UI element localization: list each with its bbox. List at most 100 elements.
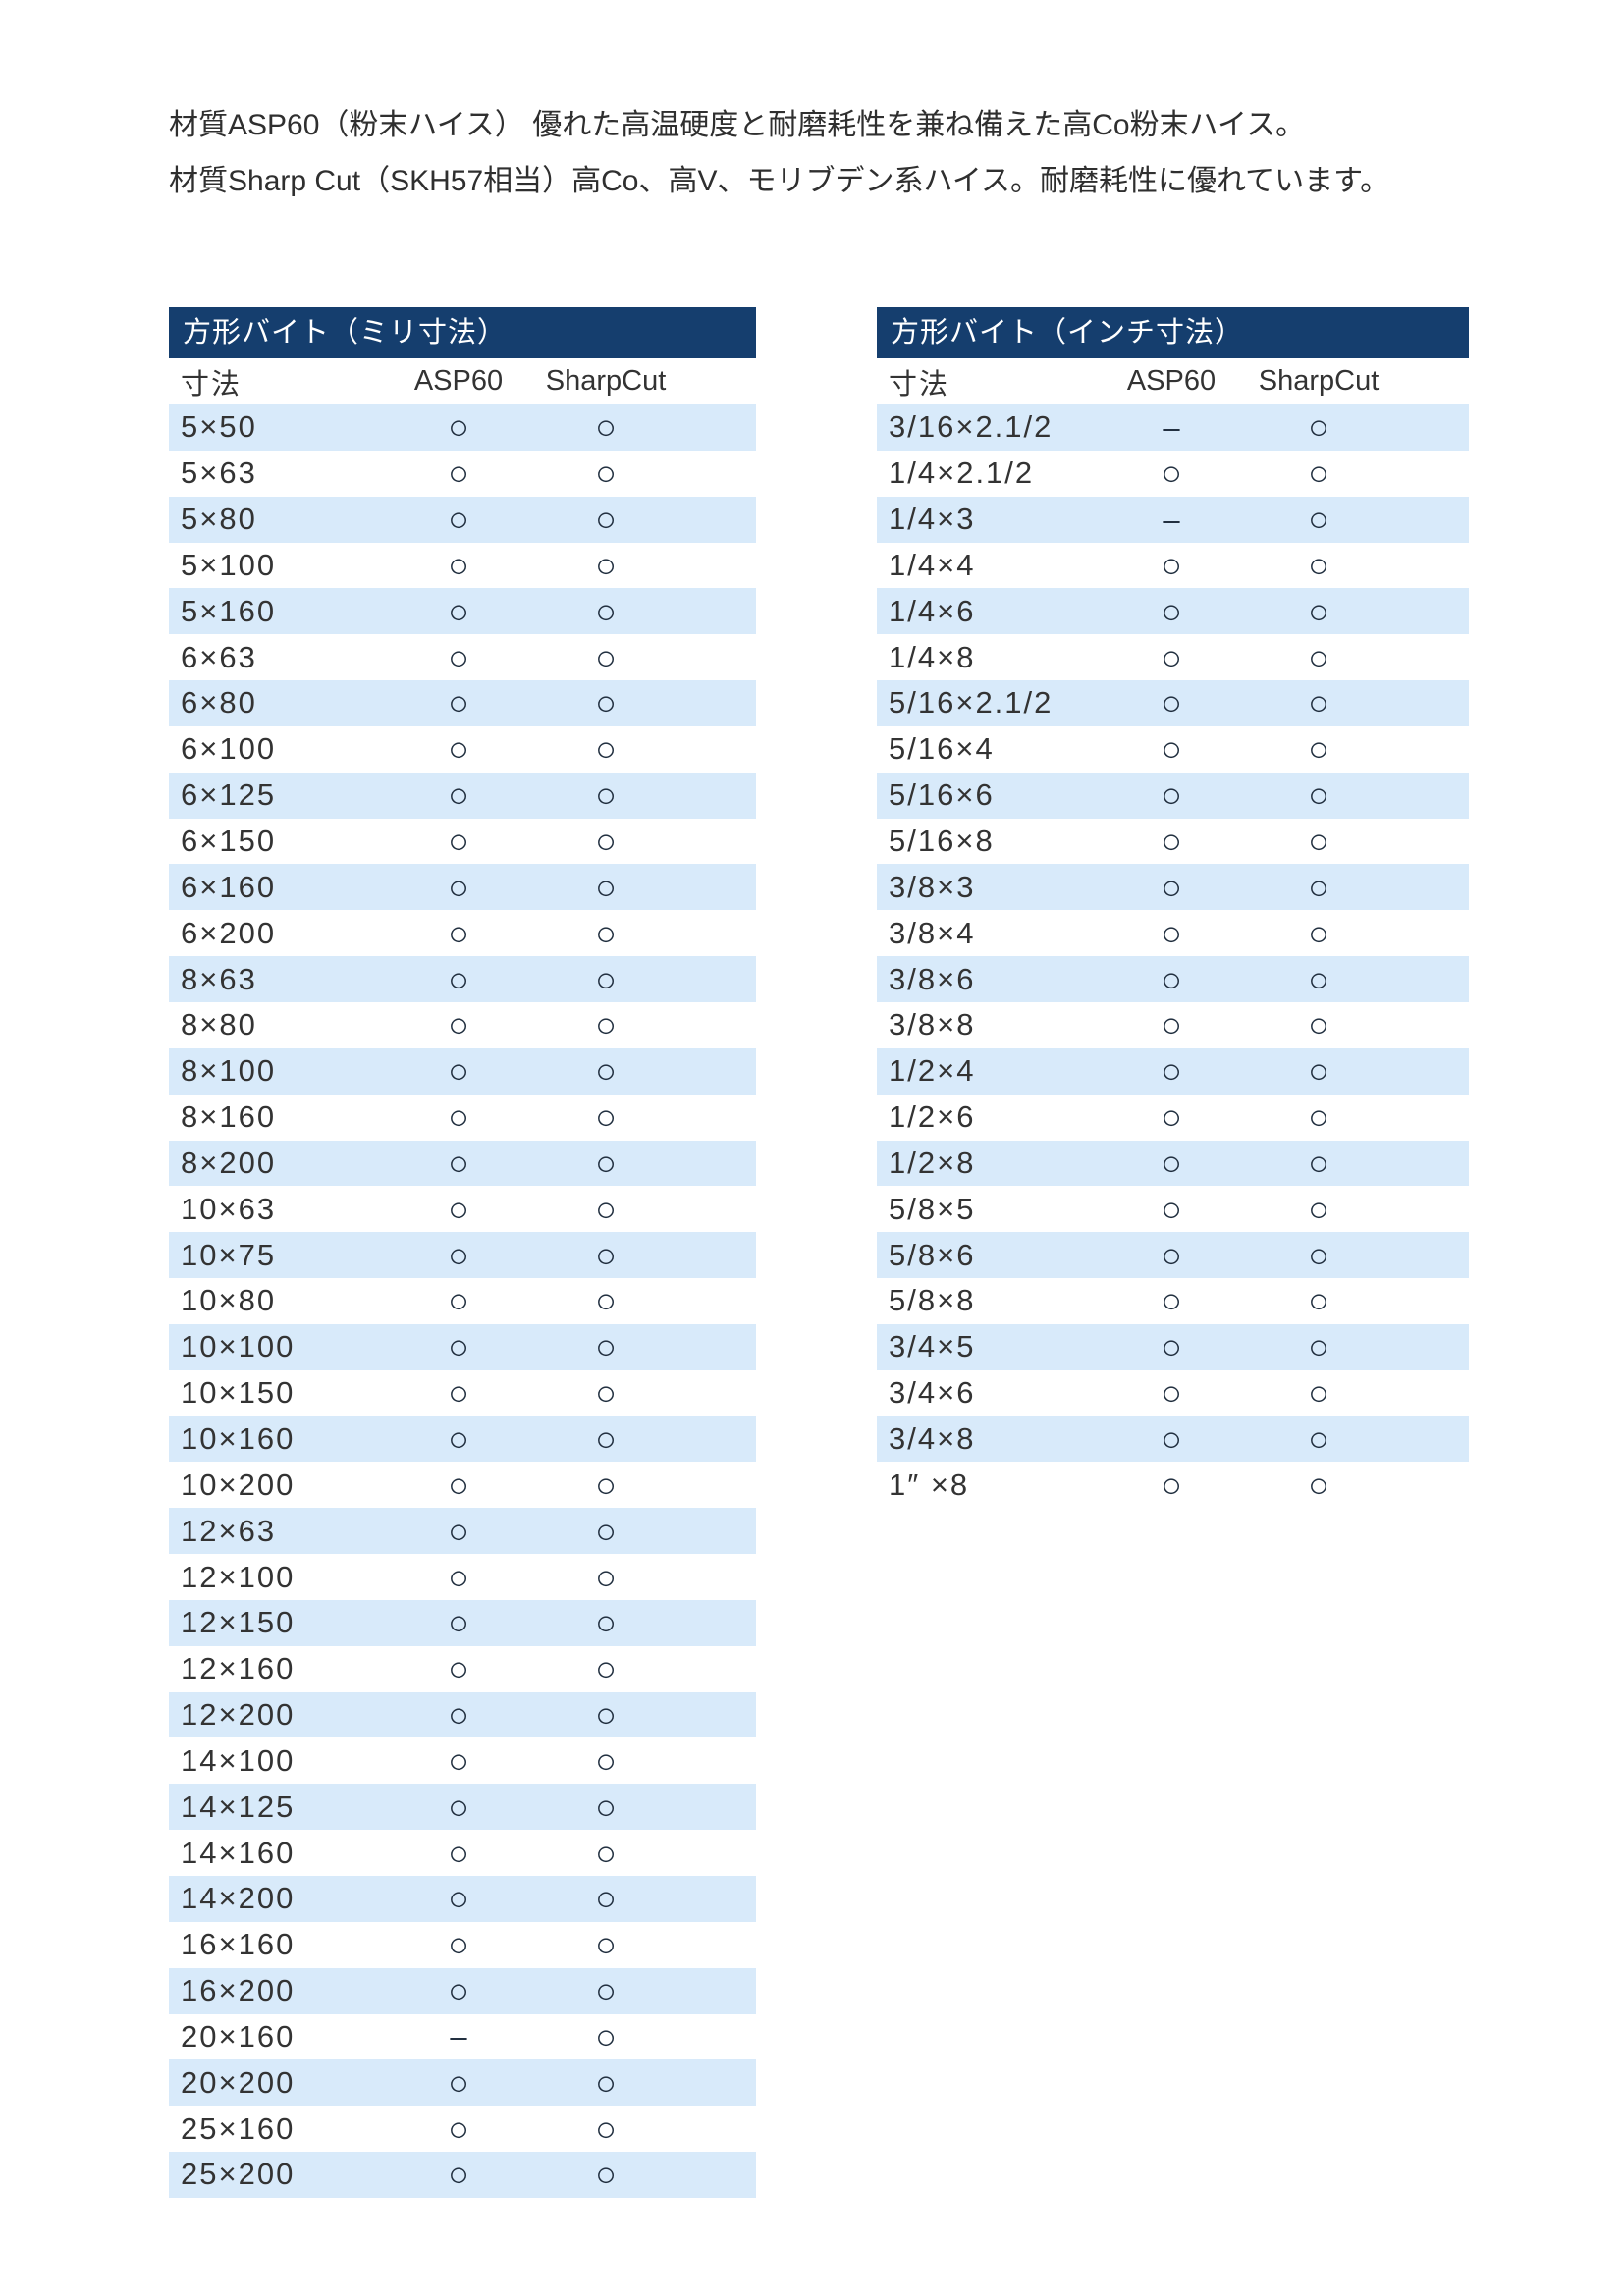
size-label: 3/4×5: [889, 1329, 976, 1364]
sharpcut-mark: ○: [595, 1739, 617, 1781]
size-label: 1/4×2.1/2: [889, 455, 1035, 491]
asp60-mark: ○: [1161, 544, 1182, 585]
intro-text: 材質ASP60（粉末ハイス） 優れた高温硬度と耐磨耗性を兼ね備えた高Co粉末ハイ…: [169, 97, 1389, 209]
sharpcut-mark: ○: [1308, 406, 1329, 448]
asp60-mark: ○: [1161, 774, 1182, 816]
table-row: 3/8×8 ○ ○: [877, 1002, 1469, 1048]
sharpcut-mark: ○: [595, 958, 617, 999]
sharpcut-mark: ○: [595, 590, 617, 631]
sharpcut-mark: ○: [1308, 1142, 1329, 1183]
table-mm: 方形バイト（ミリ寸法） 寸法 ASP60 SharpCut 5×50 ○ ○ 5×63…: [169, 307, 756, 2198]
table-row: 3/8×3 ○ ○: [877, 864, 1469, 911]
size-label: 3/8×3: [889, 869, 976, 904]
size-label: 6×125: [181, 777, 277, 813]
size-label: 8×160: [181, 1099, 277, 1135]
asp60-mark: ○: [1161, 1464, 1182, 1505]
asp60-mark: ○: [448, 1648, 469, 1689]
table-row: 6×160 ○ ○: [169, 864, 756, 911]
asp60-mark: ○: [1161, 636, 1182, 677]
sharpcut-mark: ○: [595, 1050, 617, 1092]
sharpcut-mark: ○: [1308, 682, 1329, 723]
sharpcut-mark: ○: [1308, 728, 1329, 770]
table-row: 14×125 ○ ○: [169, 1784, 756, 1831]
size-label: 1/2×6: [889, 1099, 976, 1135]
size-label: 1/4×6: [889, 593, 976, 628]
asp60-mark: ○: [1161, 1280, 1182, 1321]
table-row: 1/4×2.1/2 ○ ○: [877, 451, 1469, 497]
table-row: 1/2×8 ○ ○: [877, 1140, 1469, 1187]
sharpcut-mark: ○: [595, 1786, 617, 1827]
table-row: 6×125 ○ ○: [169, 772, 756, 819]
table-row: 25×160 ○ ○: [169, 2106, 756, 2152]
asp60-mark: ○: [448, 453, 469, 494]
sharpcut-mark: ○: [1308, 821, 1329, 862]
size-label: 5×100: [181, 547, 277, 582]
size-label: 5/16×8: [889, 824, 995, 859]
sharpcut-mark: ○: [595, 1188, 617, 1229]
asp60-mark: ○: [448, 1602, 469, 1643]
sharpcut-mark: ○: [595, 453, 617, 494]
table-row: 12×150 ○ ○: [169, 1599, 756, 1646]
table-row: 12×63 ○ ○: [169, 1508, 756, 1555]
asp60-mark: ○: [448, 1832, 469, 1873]
asp60-mark: ○: [448, 774, 469, 816]
sharpcut-mark: ○: [595, 1694, 617, 1735]
table-row: 10×80 ○ ○: [169, 1278, 756, 1324]
sharpcut-mark: ○: [595, 1878, 617, 1919]
asp60-mark: ○: [1161, 682, 1182, 723]
asp60-mark: ○: [448, 1096, 469, 1138]
table-row: 5/16×8 ○ ○: [877, 819, 1469, 865]
table-row: 5/8×5 ○ ○: [877, 1186, 1469, 1232]
size-label: 1/4×3: [889, 502, 976, 537]
table-row: 1/4×6 ○ ○: [877, 588, 1469, 635]
sharpcut-mark: ○: [1308, 1234, 1329, 1275]
sharpcut-mark: ○: [1308, 1372, 1329, 1414]
table-inch-body: 3/16×2.1/2– ○ 1/4×2.1/2 ○ ○ 1/4×3– ○ 1/4×4 ○ ○ 1/4…: [877, 404, 1469, 1508]
asp60-mark: ○: [1161, 1234, 1182, 1275]
table-row: 14×160 ○ ○: [169, 1830, 756, 1876]
sharpcut-mark: ○: [1308, 774, 1329, 816]
asp60-mark: ○: [448, 912, 469, 953]
table-row: 14×100 ○ ○: [169, 1737, 756, 1784]
size-label: 14×125: [181, 1789, 296, 1824]
size-label: 1/2×4: [889, 1053, 976, 1089]
size-label: 10×160: [181, 1420, 296, 1456]
size-label: 1/2×8: [889, 1145, 976, 1180]
col-asp60-header: ASP60: [413, 365, 504, 397]
size-label: 5/16×6: [889, 777, 995, 813]
table-row: 10×150 ○ ○: [169, 1370, 756, 1416]
size-label: 6×100: [181, 731, 277, 767]
sharpcut-mark: ○: [595, 1510, 617, 1551]
size-label: 3/4×6: [889, 1375, 976, 1411]
sharpcut-mark: ○: [595, 1648, 617, 1689]
table-row: 1/4×8 ○ ○: [877, 634, 1469, 680]
asp60-mark: ○: [1161, 1326, 1182, 1367]
sharpcut-mark: ○: [595, 1924, 617, 1965]
asp60-mark: ○: [1161, 912, 1182, 953]
size-label: 25×200: [181, 2157, 296, 2192]
sharpcut-mark: ○: [1308, 544, 1329, 585]
size-label: 10×75: [181, 1237, 277, 1272]
table-row: 6×150 ○ ○: [169, 819, 756, 865]
sharpcut-mark: ○: [595, 866, 617, 907]
table-row: 6×200 ○ ○: [169, 910, 756, 956]
sharpcut-mark: ○: [1308, 1417, 1329, 1459]
table-row: 6×63 ○ ○: [169, 634, 756, 680]
asp60-mark: ○: [448, 1464, 469, 1505]
table-row: 8×63 ○ ○: [169, 956, 756, 1002]
sharpcut-mark: ○: [1308, 1004, 1329, 1045]
table-mm-body: 5×50 ○ ○ 5×63 ○ ○ 5×80 ○ ○ 5×100 ○ ○ 5×160 ○ ○ 6×63 ○ ○ 6×…: [169, 404, 756, 2198]
size-label: 12×160: [181, 1651, 296, 1686]
size-label: 16×200: [181, 1973, 296, 2008]
sharpcut-mark: ○: [595, 821, 617, 862]
table-row: 5×63 ○ ○: [169, 451, 756, 497]
size-label: 10×80: [181, 1283, 277, 1318]
asp60-mark: ○: [448, 1234, 469, 1275]
asp60-mark: ○: [448, 866, 469, 907]
size-label: 6×63: [181, 639, 257, 674]
table-row: 5/8×8 ○ ○: [877, 1278, 1469, 1324]
sharpcut-mark: ○: [1308, 590, 1329, 631]
table-row: 5×50 ○ ○: [169, 404, 756, 451]
table-row: 16×200 ○ ○: [169, 1967, 756, 2014]
table-row: 3/16×2.1/2 – ○: [877, 404, 1469, 451]
